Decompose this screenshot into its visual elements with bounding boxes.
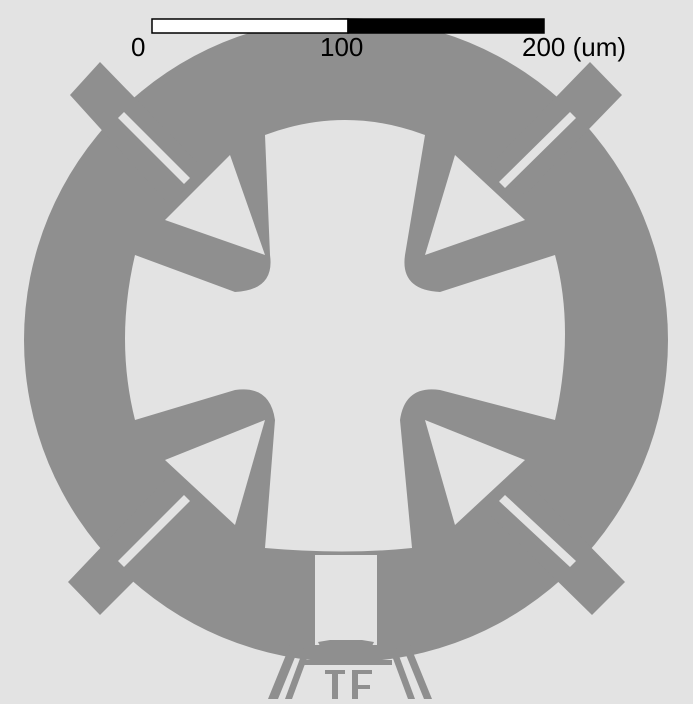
feedline <box>268 555 432 699</box>
feed-stub-f <box>352 670 372 699</box>
feed-bar <box>300 660 392 665</box>
feed-line-right-outer <box>402 645 432 699</box>
tab-top-left <box>70 62 200 200</box>
tab-bottom-right <box>490 480 625 615</box>
scale-bar-dark-segment <box>347 18 545 34</box>
scale-label-end: 200 (um) <box>522 32 627 62</box>
scale-bar <box>151 18 545 34</box>
metal-layer <box>24 18 668 662</box>
scale-label-mid: 100 <box>320 32 364 62</box>
feed-gap <box>315 555 377 645</box>
scale-bar-light-segment <box>151 18 349 34</box>
feed-pad <box>318 640 374 658</box>
tab-top-right <box>490 62 622 195</box>
scale-label-start: 0 <box>131 32 146 62</box>
feed-line-left-inner <box>285 645 312 699</box>
feed-line-left-outer <box>268 645 300 699</box>
feed-stub-t <box>325 670 345 699</box>
feed-line-right-inner <box>388 645 415 699</box>
tab-bottom-left <box>68 480 200 615</box>
